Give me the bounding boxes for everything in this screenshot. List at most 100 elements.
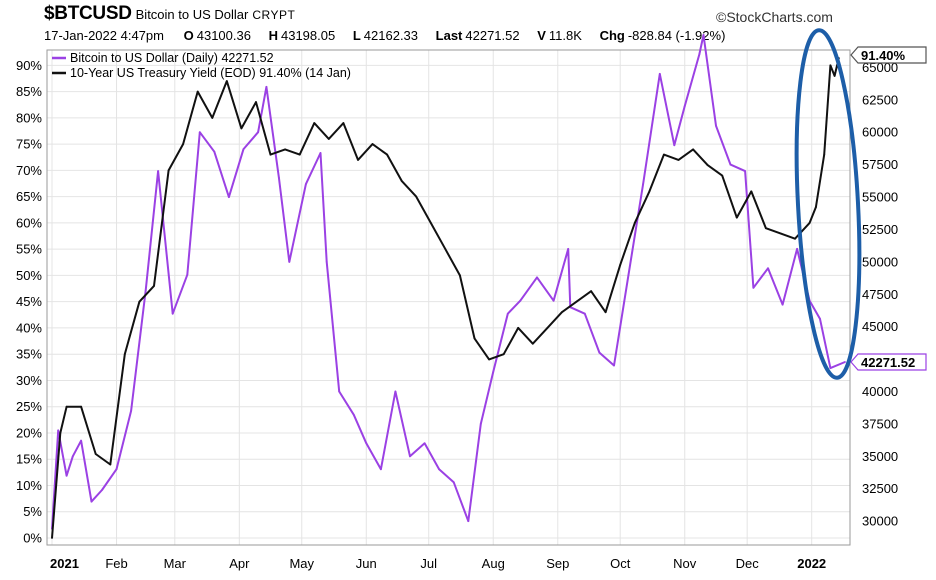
right-tick-label: 50000 (862, 254, 898, 269)
btc-price-line-point (242, 148, 245, 151)
treasury-yield-line-point (459, 274, 461, 277)
x-tick-label: Sep (546, 556, 569, 571)
treasury-yield-line-point (575, 300, 578, 303)
btc-price-line-point (115, 468, 118, 471)
copyright-icon: © (716, 9, 727, 25)
btc-price-line-point (479, 423, 482, 425)
x-tick-label: Feb (105, 556, 127, 571)
right-tick-label: 52500 (862, 222, 898, 237)
btc-price-line-point (519, 299, 522, 302)
left-tick-label: 45% (16, 294, 42, 309)
btc-price-line-point (642, 183, 644, 186)
right-tick-label: 45000 (862, 319, 898, 334)
left-axis: 0% 5% 10% 15% 20% 25% 30% 35% 40% 45% 50% 55% 60% 65%… (16, 58, 42, 546)
treasury-yield-line-point (648, 190, 651, 193)
btc-price-line-point (844, 361, 846, 363)
btc-price-line-point (394, 390, 397, 393)
left-tick-label: 30% (16, 373, 42, 388)
x-tick-label: Oct (610, 556, 631, 571)
treasury-yield-line-point (677, 159, 680, 161)
btc-price-line-point (101, 489, 103, 491)
btc-price-line-point (552, 299, 555, 302)
left-tick-label: 10% (16, 478, 42, 493)
treasury-yield-line-point (65, 405, 68, 408)
volume-value: 11.8K (548, 28, 582, 43)
btc-price-line-point (380, 468, 382, 471)
right-tick-label: 60000 (862, 125, 898, 140)
btc-last-badge-text: 42271.52 (861, 355, 915, 370)
treasury-yield-line-point (488, 358, 490, 361)
x-tick-label: Dec (736, 556, 760, 571)
credit-text: StockCharts.com (726, 9, 833, 25)
btc-price-line-point (423, 442, 426, 445)
left-tick-label: 80% (16, 110, 42, 125)
btc-price-line-point (80, 439, 82, 442)
series-layer (51, 34, 846, 539)
btc-price-line-point (583, 312, 586, 315)
btc-price-line-point (467, 520, 470, 522)
x-tick-label: Jul (420, 556, 437, 571)
treasury-yield-line-point (225, 80, 228, 82)
treasury-yield-line-point (123, 353, 126, 356)
x-tick-label: Jun (356, 556, 377, 571)
left-tick-label: 55% (16, 242, 42, 257)
treasury-yield-line-point (415, 195, 418, 198)
treasury-yield-line-point (473, 337, 476, 340)
btc-price-line-point (338, 390, 341, 393)
x-tick-label: 2022 (797, 556, 826, 571)
treasury-yield-line-point (371, 143, 374, 146)
highlight-ellipse (794, 28, 862, 380)
btc-price-line-point (567, 248, 570, 250)
btc-price-line-point (683, 105, 686, 108)
btc-price-line-point (613, 364, 615, 367)
change-value: -828.84 (-1.92%) (627, 28, 726, 43)
treasury-yield-line-point (342, 122, 345, 124)
treasury-yield-line-point (444, 248, 447, 251)
treasury-yield-line-point (386, 153, 388, 156)
last-label: Last (435, 28, 463, 43)
right-tick-label: 55000 (862, 190, 898, 205)
treasury-yield-line-point (619, 264, 622, 266)
left-tick-label: 25% (16, 399, 42, 414)
ticker-symbol: $BTCUSD (44, 3, 132, 24)
btc-price-line-point (819, 318, 821, 320)
btc-price-line-point (278, 176, 280, 179)
btc-price-line-point (752, 286, 755, 289)
grid-lines (47, 50, 850, 545)
btc-price-line-point (198, 131, 201, 134)
left-tick-label: 85% (16, 84, 42, 99)
left-tick-label: 75% (16, 137, 42, 152)
btc-price-line-point (452, 481, 455, 484)
credit-line[interactable]: ©StockCharts.com (716, 9, 833, 25)
exchange-label: CRYPT (252, 8, 296, 22)
treasury-yield-line-point (153, 285, 155, 287)
btc-price-line-point (744, 170, 746, 173)
treasury-yield-line-point (429, 222, 432, 224)
treasury-yield-line-point (109, 463, 112, 466)
treasury-yield-line-point (833, 75, 836, 77)
treasury-yield-line-point (400, 180, 403, 182)
left-tick-label: 40% (16, 320, 42, 335)
right-tick-label: 37500 (862, 416, 898, 431)
treasury-yield-line-point (502, 353, 505, 356)
left-tick-label: 35% (16, 347, 42, 362)
treasury-yield-line-point (692, 148, 694, 151)
treasury-yield-line-point (517, 327, 520, 329)
btc-price-line-point (796, 248, 798, 250)
btc-price-line-point (698, 53, 701, 56)
treasury-yield-line-point (298, 153, 301, 156)
right-tick-label: 32500 (862, 481, 898, 496)
treasury-yield-line-point (240, 127, 243, 130)
btc-price-line-point (729, 163, 732, 166)
treasury-yield-line-point (327, 138, 330, 140)
treasury-yield-line-point (663, 153, 665, 156)
treasury-yield-line-point (182, 143, 185, 146)
yield-last-badge-text: 91.40% (861, 48, 906, 63)
low-value: 42162.33 (363, 28, 419, 43)
treasury-yield-line-point (51, 537, 53, 539)
left-tick-label: 5% (23, 504, 42, 519)
btc-price-line-point (627, 273, 630, 276)
btc-price-line-point (702, 34, 705, 36)
btc-price-line (51, 34, 846, 529)
